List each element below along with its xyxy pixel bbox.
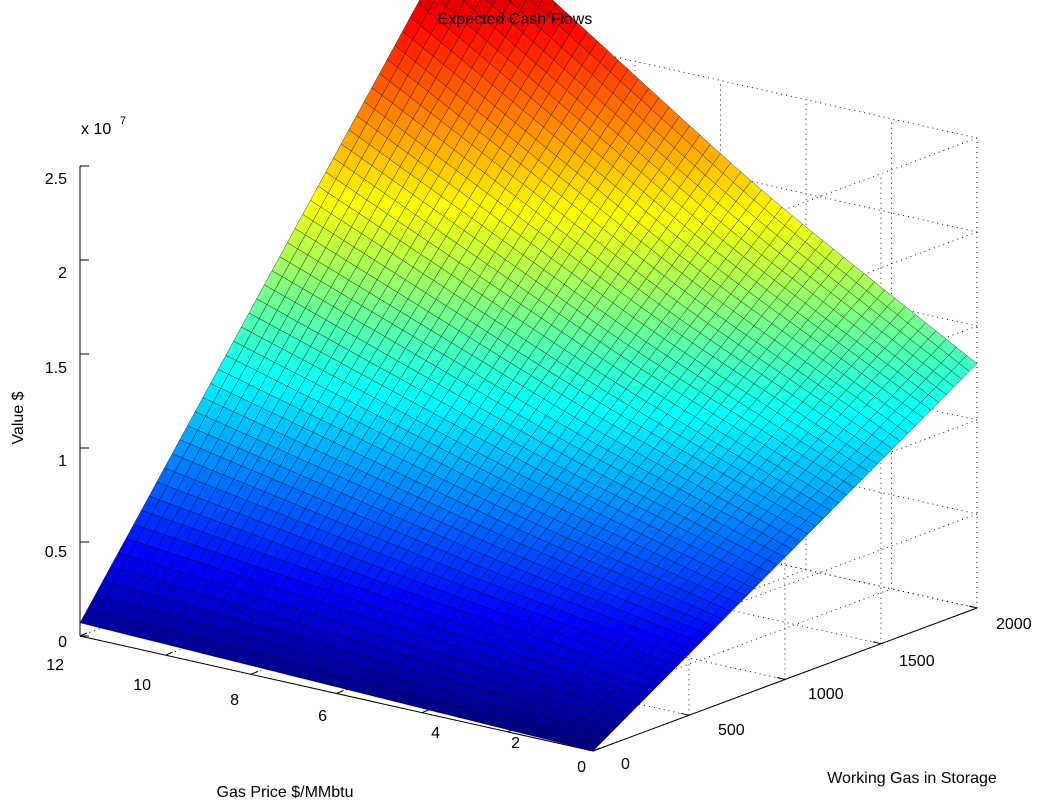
x-tick-mark	[592, 747, 601, 752]
y-tick-labels: 0 500 1000 1500 2000	[621, 616, 1032, 773]
x-tick-label: 0	[577, 759, 586, 776]
y-tick-label: 0	[621, 756, 630, 773]
x-tick-mark	[250, 670, 259, 675]
z-tick-label: 1	[58, 453, 67, 470]
z-tick-label: 2.5	[45, 171, 67, 188]
z-multiplier-base: x 10	[81, 121, 111, 138]
y-tick-label: 2000	[996, 616, 1032, 633]
y-tick-mark	[872, 641, 882, 645]
y-tick-mark	[968, 605, 978, 609]
x-tick-label: 6	[318, 708, 327, 725]
x-tick-mark	[336, 690, 344, 694]
axes	[79, 165, 978, 752]
x-tick-labels: 0 2 4 6 8 10 12	[46, 657, 586, 776]
x-tick-mark	[421, 709, 430, 714]
z-tick-label: 2	[58, 265, 67, 282]
y-tick-label: 500	[718, 722, 745, 739]
x-tick-label: 2	[511, 735, 520, 752]
y-tick-label: 1500	[899, 653, 935, 670]
z-tick-labels: 0 0.5 1 1.5 2 2.5	[45, 171, 67, 651]
y-axis-label: Working Gas in Storage	[827, 770, 997, 787]
surface-mesh	[79, 0, 978, 752]
x-tick-label: 8	[230, 692, 239, 709]
z-tick-label: 1.5	[45, 360, 67, 377]
chart-title: Expected Cash Flows	[438, 11, 593, 28]
y-tick-label: 1000	[808, 686, 844, 703]
surface-cell	[582, 740, 602, 752]
z-tick-label: 0.5	[45, 544, 67, 561]
x-tick-label: 4	[431, 725, 440, 742]
x-tick-mark	[79, 632, 88, 637]
x-tick-mark	[165, 651, 173, 656]
z-tick-label: 0	[58, 634, 67, 651]
z-axis-label: Value $	[10, 391, 27, 444]
x-tick-label: 10	[133, 677, 151, 694]
y-tick-mark	[680, 712, 690, 716]
y-tick-mark	[776, 677, 786, 680]
z-multiplier: x 10 7	[81, 115, 126, 138]
x-tick-label: 12	[46, 657, 64, 674]
z-multiplier-exponent: 7	[120, 115, 126, 127]
x-axis-label: Gas Price $/MMbtu	[217, 784, 354, 801]
